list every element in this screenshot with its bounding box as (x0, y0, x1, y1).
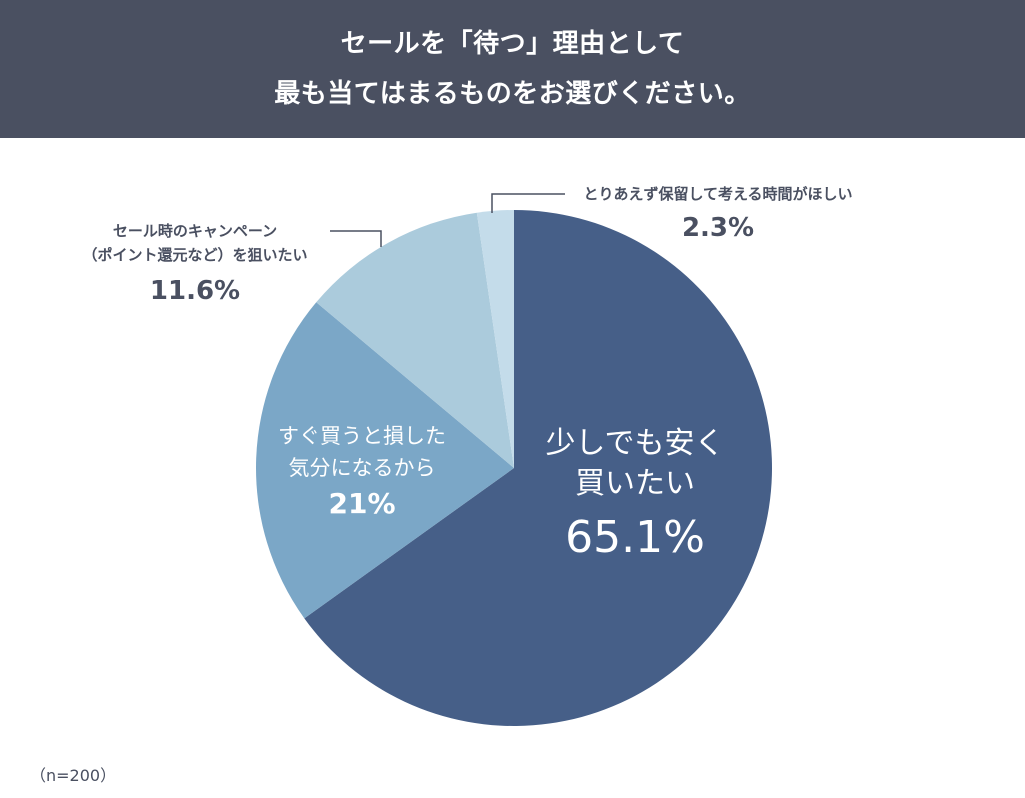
chart-title-banner: セールを「待つ」理由として 最も当てはまるものをお選びください。 (0, 0, 1025, 138)
slice-label-cheaper-line1: 少しでも安く (545, 426, 725, 461)
slice-label-regret: すぐ買うと損した 気分になるから 21% (256, 420, 468, 524)
slice-label-campaign-line2: （ポイント還元など）を狙いたい (82, 246, 308, 264)
chart-title-line-2: 最も当てはまるものをお選びください。 (274, 79, 751, 109)
leader-line-campaign (330, 230, 382, 247)
slice-hold (476, 210, 514, 468)
sample-size-note: （n=200） (30, 766, 117, 785)
slice-label-regret-line1: すぐ買うと損した (278, 424, 446, 448)
leader-line-hold (491, 193, 565, 213)
chart-title-line-1: セールを「待つ」理由として (340, 29, 685, 59)
slice-campaign (316, 212, 514, 468)
slice-label-campaign: セール時のキャンペーン （ポイント還元など）を狙いたい 11.6% (60, 219, 330, 309)
slice-label-cheaper: 少しでも安く 買いたい 65.1% (520, 424, 750, 568)
slice-label-hold: とりあえず保留して考える時間がほしい 2.3% (568, 182, 868, 246)
slice-label-cheaper-line2: 買いたい (575, 466, 695, 501)
slice-value-regret: 21% (328, 487, 396, 520)
slice-value-hold: 2.3% (681, 213, 755, 243)
slice-regret (256, 302, 514, 619)
slice-label-regret-line2: 気分になるから (288, 456, 436, 480)
slice-value-campaign: 11.6% (149, 276, 241, 306)
slice-value-cheaper: 65.1% (565, 512, 705, 563)
slice-cheaper (304, 210, 772, 726)
slice-label-campaign-line1: セール時のキャンペーン (112, 222, 278, 240)
slice-label-hold-line1: とりあえず保留して考える時間がほしい (583, 185, 853, 203)
